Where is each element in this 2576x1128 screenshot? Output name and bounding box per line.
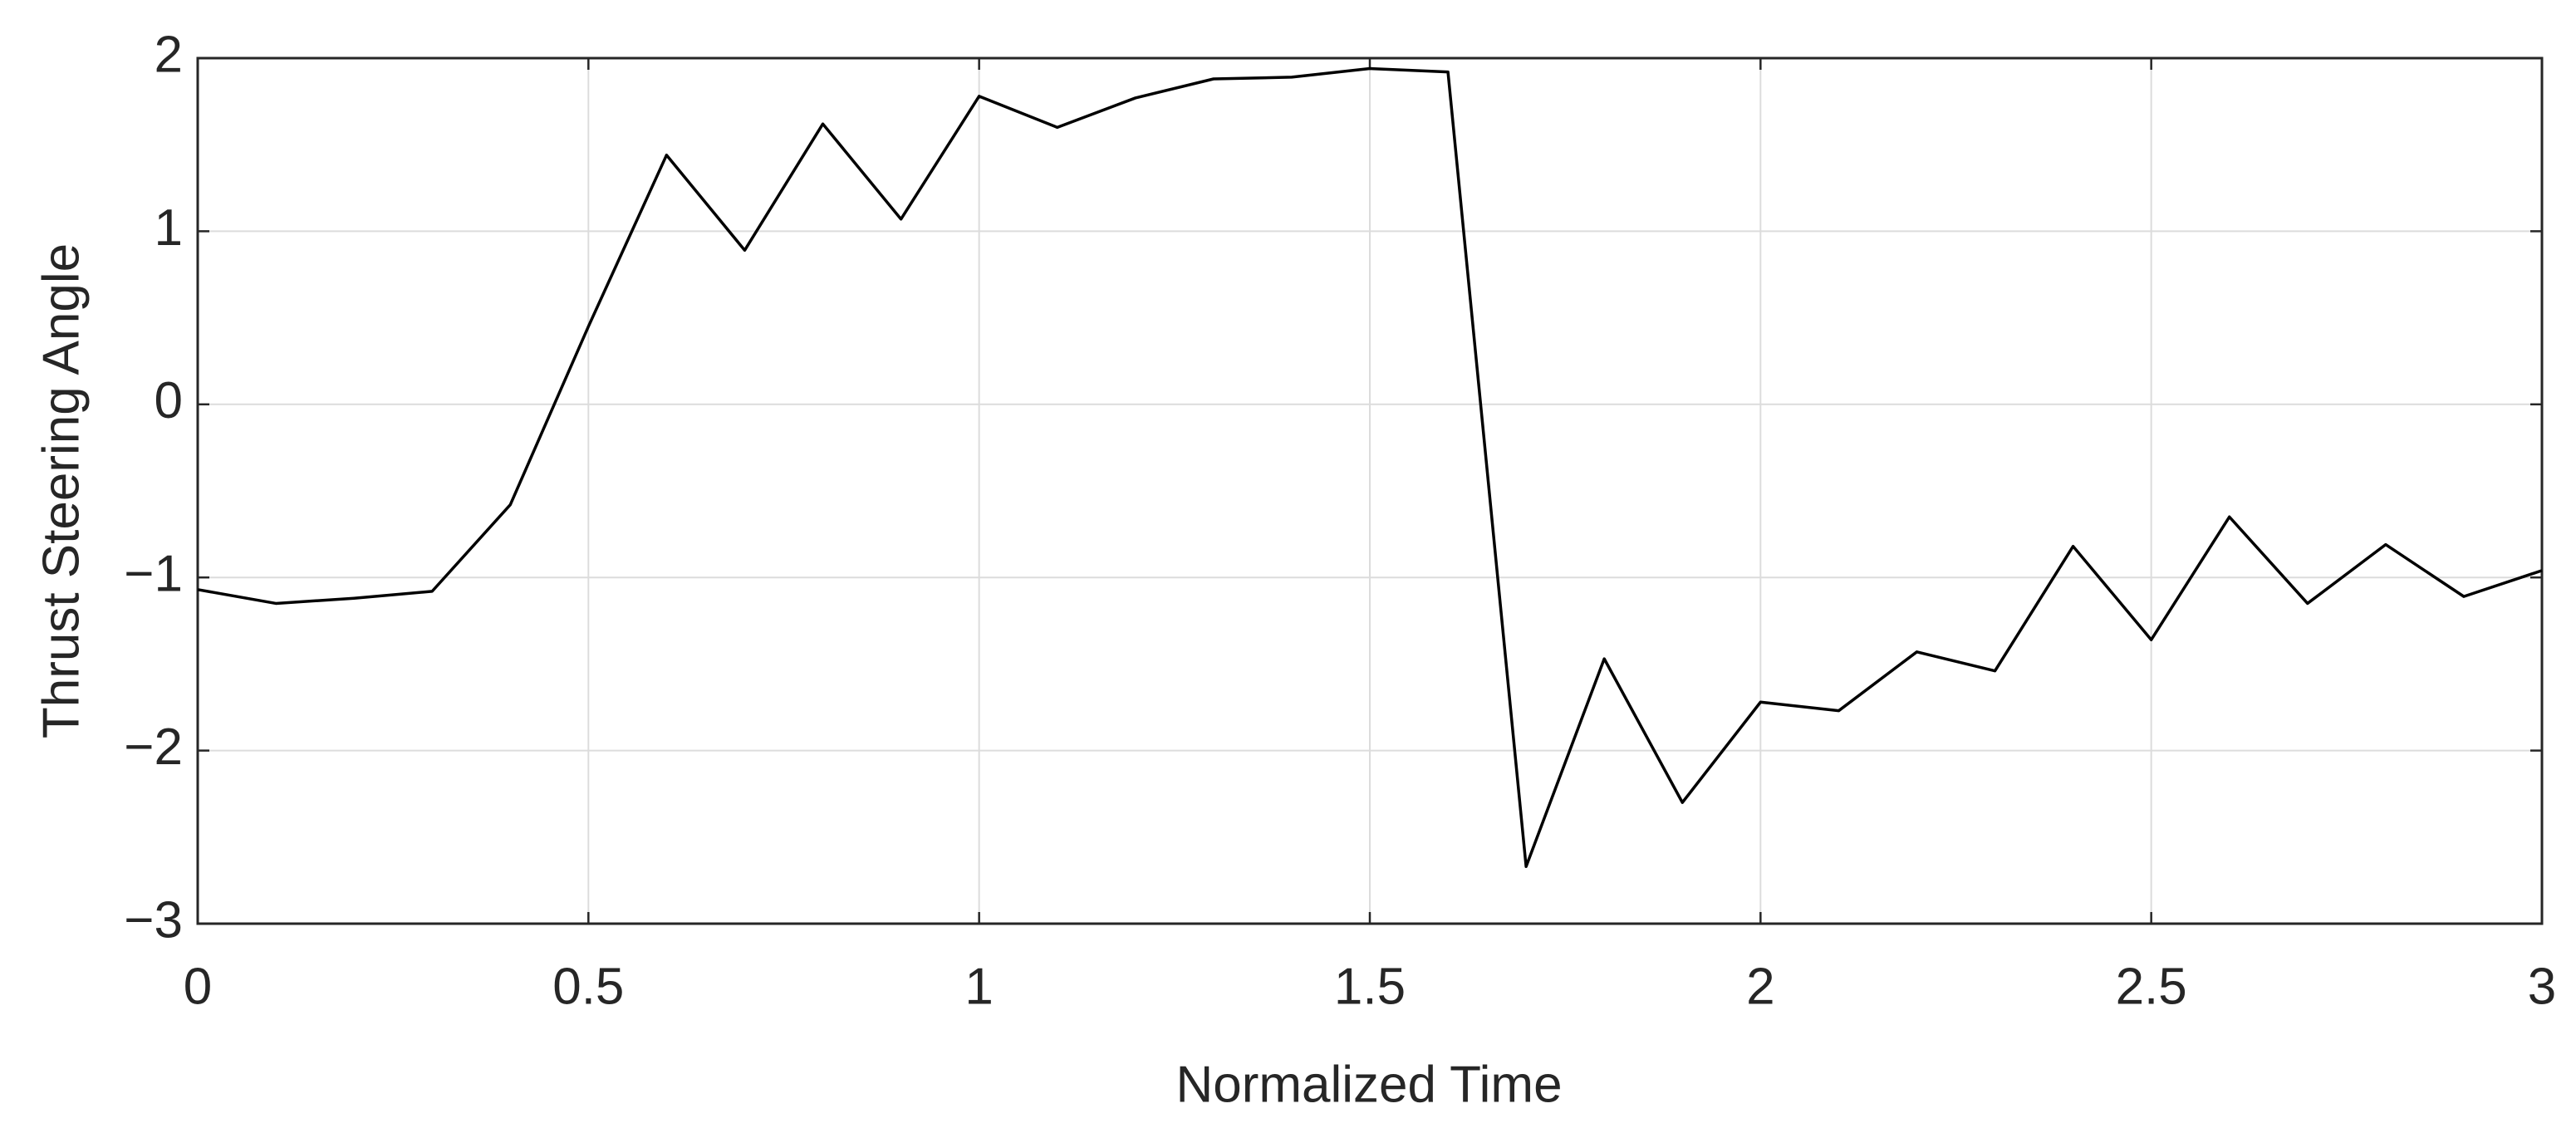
y-tick-label: 1 xyxy=(155,199,183,257)
x-tick-label: 3 xyxy=(2528,958,2556,1015)
y-tick-label: 0 xyxy=(155,372,183,429)
y-tick-label: 2 xyxy=(155,26,183,83)
plot-frame xyxy=(196,56,2544,925)
x-axis-label: Normalized Time xyxy=(1175,1056,1562,1113)
x-tick-label: 1 xyxy=(964,958,993,1015)
x-tick-label: 0 xyxy=(184,958,212,1015)
x-tick-label: 2 xyxy=(1746,958,1774,1015)
x-tick-label: 0.5 xyxy=(552,958,624,1015)
y-tick-label: −2 xyxy=(124,718,183,776)
x-tick-label: 2.5 xyxy=(2116,958,2187,1015)
data-line xyxy=(197,66,2543,868)
y-tick-label: −1 xyxy=(124,546,183,603)
y-tick-label: −3 xyxy=(124,891,183,949)
x-tick-label: 1.5 xyxy=(1334,958,1406,1015)
y-axis-label: Thrust Steering Angle xyxy=(32,243,90,738)
